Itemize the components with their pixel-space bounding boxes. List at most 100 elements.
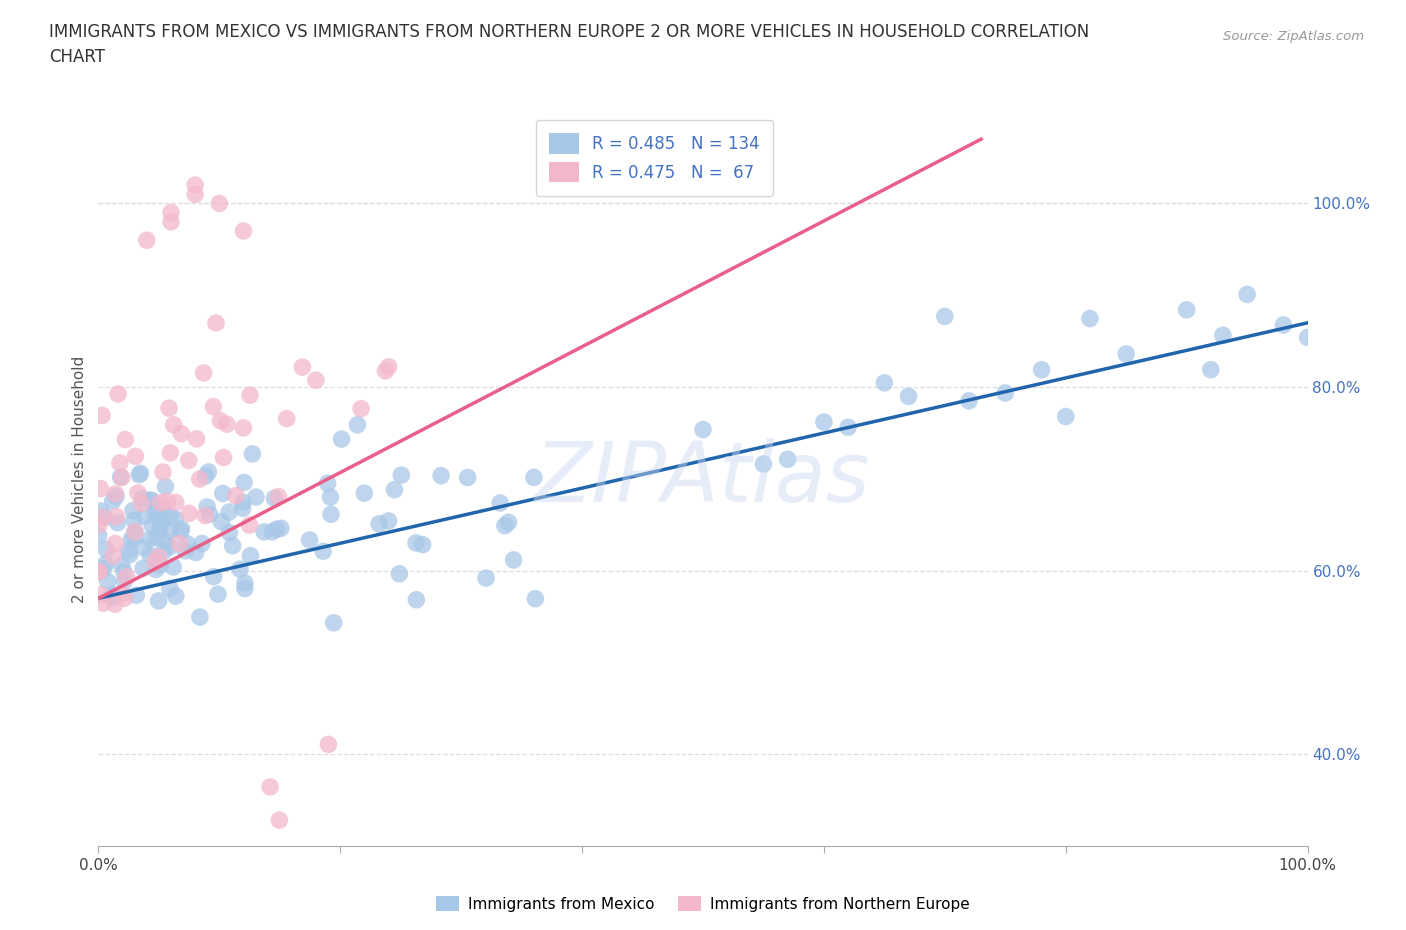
Point bbox=[156, 494, 179, 509]
Point bbox=[176, 537, 198, 551]
Point bbox=[127, 485, 149, 500]
Point bbox=[523, 470, 546, 485]
Point bbox=[873, 376, 896, 391]
Point bbox=[87, 565, 110, 579]
Point bbox=[225, 488, 247, 503]
Point bbox=[221, 538, 243, 553]
Point bbox=[186, 432, 208, 446]
Point bbox=[112, 591, 135, 605]
Point bbox=[162, 560, 184, 575]
Point bbox=[215, 417, 238, 432]
Point bbox=[141, 493, 163, 508]
Point bbox=[112, 574, 135, 589]
Point bbox=[350, 401, 373, 416]
Point bbox=[377, 513, 399, 528]
Point bbox=[233, 576, 256, 591]
Point bbox=[139, 532, 162, 547]
Point bbox=[238, 518, 260, 533]
Point bbox=[388, 566, 411, 581]
Point bbox=[150, 516, 173, 531]
Point bbox=[957, 393, 980, 408]
Point bbox=[148, 550, 170, 565]
Point bbox=[207, 587, 229, 602]
Point bbox=[270, 521, 292, 536]
Point bbox=[813, 415, 835, 430]
Point bbox=[159, 445, 181, 460]
Point bbox=[193, 365, 215, 380]
Point bbox=[191, 536, 214, 551]
Point bbox=[87, 517, 110, 532]
Point bbox=[115, 569, 138, 584]
Point bbox=[489, 496, 512, 511]
Point bbox=[994, 386, 1017, 401]
Point bbox=[430, 468, 453, 483]
Point bbox=[229, 562, 252, 577]
Point bbox=[184, 545, 207, 560]
Point bbox=[108, 456, 131, 471]
Point bbox=[111, 470, 134, 485]
Point bbox=[145, 551, 167, 566]
Point bbox=[1212, 327, 1234, 342]
Point bbox=[90, 503, 112, 518]
Point bbox=[232, 501, 254, 516]
Point bbox=[188, 472, 211, 486]
Point bbox=[218, 525, 240, 540]
Point bbox=[94, 510, 117, 525]
Point bbox=[322, 616, 344, 631]
Point bbox=[269, 813, 291, 828]
Point bbox=[159, 523, 181, 538]
Point bbox=[837, 419, 859, 434]
Point bbox=[174, 543, 197, 558]
Point bbox=[276, 411, 298, 426]
Point bbox=[502, 552, 524, 567]
Point bbox=[165, 589, 187, 604]
Point bbox=[122, 512, 145, 527]
Point bbox=[218, 505, 240, 520]
Point bbox=[197, 465, 219, 480]
Point bbox=[318, 737, 340, 751]
Point bbox=[457, 470, 479, 485]
Point bbox=[155, 479, 177, 494]
Point bbox=[232, 420, 254, 435]
Text: IMMIGRANTS FROM MEXICO VS IMMIGRANTS FROM NORTHERN EUROPE 2 OR MORE VEHICLES IN : IMMIGRANTS FROM MEXICO VS IMMIGRANTS FRO… bbox=[49, 23, 1090, 41]
Point bbox=[184, 187, 207, 202]
Point bbox=[129, 466, 152, 481]
Point bbox=[160, 206, 183, 220]
Point bbox=[389, 468, 412, 483]
Point bbox=[1236, 287, 1258, 302]
Point bbox=[179, 506, 201, 521]
Point bbox=[104, 486, 127, 501]
Point bbox=[165, 495, 187, 510]
Point bbox=[524, 591, 547, 606]
Point bbox=[1115, 347, 1137, 362]
Point bbox=[157, 401, 180, 416]
Point bbox=[146, 511, 169, 525]
Point bbox=[374, 364, 396, 379]
Point bbox=[233, 581, 256, 596]
Point bbox=[934, 309, 956, 324]
Point bbox=[291, 360, 314, 375]
Point bbox=[232, 223, 254, 238]
Point bbox=[239, 388, 262, 403]
Point bbox=[141, 518, 163, 533]
Point bbox=[232, 495, 254, 510]
Point bbox=[148, 593, 170, 608]
Point bbox=[132, 540, 155, 555]
Point bbox=[101, 591, 124, 605]
Point bbox=[128, 467, 150, 482]
Point bbox=[177, 453, 200, 468]
Point bbox=[1296, 330, 1319, 345]
Point bbox=[131, 491, 153, 506]
Point bbox=[124, 449, 146, 464]
Point bbox=[91, 408, 114, 423]
Point bbox=[152, 465, 174, 480]
Point bbox=[384, 482, 406, 497]
Point bbox=[104, 536, 127, 551]
Point bbox=[198, 507, 221, 522]
Point bbox=[118, 543, 141, 558]
Point bbox=[145, 562, 167, 577]
Point bbox=[170, 522, 193, 537]
Point bbox=[118, 547, 141, 562]
Point bbox=[346, 418, 368, 432]
Point bbox=[240, 446, 263, 461]
